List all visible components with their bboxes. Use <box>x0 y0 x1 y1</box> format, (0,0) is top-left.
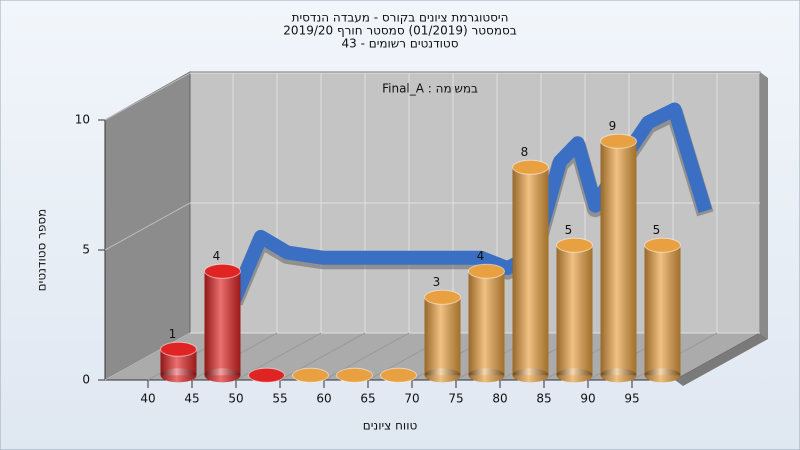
bar-bottom-shade <box>424 368 461 383</box>
bar-shade <box>204 271 241 376</box>
x-tick-label: 70 <box>404 392 419 406</box>
value-label: 4 <box>213 249 221 263</box>
bar-top <box>380 367 417 383</box>
bar <box>468 263 505 383</box>
bar-shade <box>644 245 681 376</box>
bar <box>336 367 373 383</box>
title-line: בסמסטר (01/2019) סמסטר חורף 2019/20 <box>283 24 516 38</box>
y-tick-label: 5 <box>82 243 90 257</box>
back-wall-edge <box>760 72 768 339</box>
y-tick-label: 10 <box>75 113 90 127</box>
bar-top <box>424 289 461 305</box>
grid-line <box>104 72 191 121</box>
bar-shade <box>556 245 593 376</box>
bar <box>424 289 461 383</box>
bar-top <box>204 263 241 279</box>
bar-shade <box>468 271 505 376</box>
x-tick-label: 75 <box>448 392 463 406</box>
bar-top <box>644 237 681 253</box>
value-label: 5 <box>565 223 573 237</box>
bar-shade <box>512 167 549 376</box>
title-line: היסטוגרמת ציונים בקורס - מעבדה הנדסית <box>292 11 509 25</box>
bar <box>204 263 241 383</box>
bars: 1 4 3 4 8 5 9 5 <box>160 119 681 383</box>
bar <box>644 237 681 383</box>
bar-bottom-shade <box>556 368 593 383</box>
bar <box>512 159 549 383</box>
bar-top <box>160 341 197 357</box>
bar-top <box>468 263 505 279</box>
value-label: 8 <box>521 145 529 159</box>
x-axis-label: טווח ציונים <box>363 419 418 433</box>
bar <box>248 367 285 383</box>
y-axis-label: מספר סטודנטים <box>35 209 49 292</box>
value-label: 1 <box>169 327 177 341</box>
bar-bottom-shade <box>644 368 681 383</box>
bar <box>292 367 329 383</box>
grid-line <box>104 202 191 251</box>
bar-shade <box>600 141 637 376</box>
bar-top <box>336 367 373 383</box>
x-tick-label: 40 <box>140 392 155 406</box>
bar <box>600 133 637 383</box>
value-label: 5 <box>653 223 661 237</box>
x-tick-label: 80 <box>492 392 507 406</box>
y-tick-label: 0 <box>82 373 90 387</box>
title-line: סטודנטים רשומים - 43 <box>341 37 458 51</box>
bar-top <box>512 159 549 175</box>
value-label: 9 <box>609 119 617 133</box>
bar <box>380 367 417 383</box>
bar-bottom-shade <box>204 368 241 383</box>
grid-line <box>104 332 191 381</box>
x-tick-label: 55 <box>272 392 287 406</box>
bar-bottom-shade <box>600 368 637 383</box>
annotation: במשימה : Final_A <box>382 82 478 96</box>
x-tick-label: 60 <box>316 392 331 406</box>
bar-top <box>248 367 285 383</box>
x-tick-label: 50 <box>228 392 243 406</box>
value-label: 4 <box>477 249 485 263</box>
bar-bottom-shade <box>512 368 549 383</box>
bar <box>556 237 593 383</box>
bar-top <box>556 237 593 253</box>
bar-top <box>600 133 637 149</box>
bar <box>160 341 197 383</box>
bar-shade <box>424 297 461 376</box>
x-tick-label: 45 <box>184 392 199 406</box>
floor-edge <box>675 333 768 386</box>
bar-bottom-shade <box>160 368 197 383</box>
bar-top <box>292 367 329 383</box>
title: היסטוגרמת ציונים בקורס - מעבדה הנדסית בס… <box>283 11 516 51</box>
x-tick-label: 85 <box>536 392 551 406</box>
x-tick-label: 95 <box>624 392 639 406</box>
x-tick-label: 65 <box>360 392 375 406</box>
bar-bottom-shade <box>468 368 505 383</box>
value-label: 3 <box>433 275 441 289</box>
x-tick-label: 90 <box>580 392 595 406</box>
